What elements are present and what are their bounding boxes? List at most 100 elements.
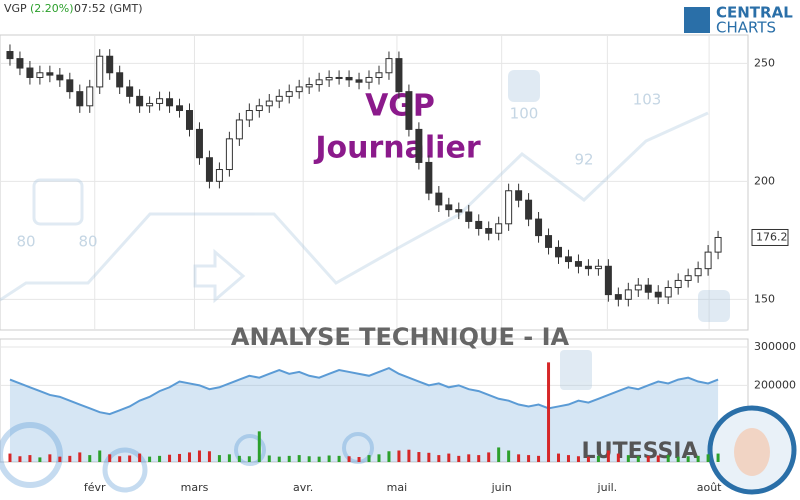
candle-body <box>614 294 622 300</box>
arrow-icon <box>193 248 246 304</box>
candle-body <box>545 235 553 248</box>
candle-body <box>634 284 642 291</box>
candle-body <box>176 105 184 112</box>
candle-body <box>305 84 313 88</box>
candle-body <box>604 265 612 296</box>
volume-bar <box>337 455 341 462</box>
indicator-line <box>9 367 719 416</box>
volume-bar <box>217 455 221 462</box>
volume-bar <box>397 450 401 462</box>
volume-bar <box>407 449 411 462</box>
volume-bar <box>307 456 311 462</box>
candle-body <box>6 51 14 60</box>
candle-body <box>455 209 463 213</box>
y-tick-label: 250 <box>754 56 775 69</box>
volume-bar <box>277 456 281 462</box>
y-tick-label: 200000 <box>754 378 796 391</box>
candle-body <box>624 289 632 300</box>
volume-bar <box>287 455 291 462</box>
volume-bar <box>706 454 710 462</box>
x-tick-label: août <box>697 481 722 494</box>
volume-bar <box>656 455 660 462</box>
candle-body <box>555 246 563 258</box>
volume-bar <box>596 455 600 462</box>
volume-bar <box>227 454 231 462</box>
candle-body <box>365 76 373 83</box>
volume-bar <box>18 456 22 462</box>
x-tick-label: juil. <box>597 481 618 494</box>
candle-body <box>415 128 423 163</box>
header-change: (2.20%) <box>30 2 74 15</box>
volume-bar <box>377 454 381 462</box>
candle-body <box>355 79 363 83</box>
candle-body <box>66 79 74 93</box>
candle-body <box>146 102 154 107</box>
watermark-title: VGP <box>365 89 435 124</box>
candle-body <box>385 58 393 74</box>
candle-body <box>674 279 682 289</box>
logo-line2: CHARTS <box>716 19 776 37</box>
candle-body <box>584 265 592 270</box>
volume-bar <box>427 452 431 462</box>
arrow-circle <box>0 422 63 488</box>
x-tick-label: mai <box>387 481 408 494</box>
volume-bar <box>158 455 162 462</box>
candle-body <box>126 86 134 97</box>
candle-body <box>86 86 94 107</box>
watermark-line <box>0 111 709 302</box>
candle-body <box>684 275 692 281</box>
candle-body <box>375 72 383 78</box>
indicator-area <box>9 368 719 462</box>
watermark-label: 92 <box>574 151 593 169</box>
candle-body <box>195 128 203 159</box>
volume-bar <box>297 455 301 462</box>
volume-bar <box>28 455 32 462</box>
volume-bar <box>108 454 112 462</box>
volume-bar <box>187 452 191 462</box>
last-price-label: 176.2 <box>756 230 788 243</box>
candle-body <box>644 284 652 293</box>
volume-bar <box>98 450 102 462</box>
volume-bar <box>547 362 551 462</box>
volume-bar <box>88 455 92 462</box>
y-tick-label: 300000 <box>754 340 796 353</box>
candle-body <box>694 268 702 277</box>
volume-bar <box>437 455 441 462</box>
x-tick-label: avr. <box>293 481 313 494</box>
volume-bar <box>696 455 700 462</box>
volume-bar <box>58 456 62 462</box>
candle-body <box>96 55 104 88</box>
volume-bar <box>317 456 321 462</box>
candle-body <box>285 91 293 97</box>
candle-body <box>225 138 233 171</box>
y-tick-label: 200 <box>754 174 775 187</box>
candle-body <box>245 110 253 121</box>
volume-bar <box>606 450 610 462</box>
candle-body <box>465 211 473 222</box>
candle-body <box>16 58 24 69</box>
volume-bar <box>357 457 361 462</box>
watermark-banner: ANALYSE TECHNIQUE - IA <box>231 323 570 351</box>
volume-bar <box>716 453 720 462</box>
volume-bar <box>517 454 521 462</box>
arrow-circle <box>102 447 148 493</box>
candle-body <box>255 105 263 112</box>
candle-body <box>445 204 453 211</box>
volume-bar <box>247 456 251 462</box>
logo-line1: CENTRAL <box>716 4 793 22</box>
candle-body <box>485 228 493 234</box>
candle-body <box>335 76 343 79</box>
volume-bar <box>467 454 471 462</box>
volume-bar <box>557 453 561 462</box>
x-tick-label: juin <box>491 481 512 494</box>
candle-body <box>295 86 303 93</box>
candle-body <box>475 220 483 230</box>
candle-body <box>714 236 722 253</box>
volume-bar <box>48 454 52 462</box>
candle-body <box>435 192 443 206</box>
volume-bar <box>497 447 501 462</box>
candle-body <box>106 55 114 74</box>
price-panel <box>0 34 749 331</box>
x-tick-label: févr <box>84 481 106 494</box>
volume-bar <box>118 456 122 462</box>
